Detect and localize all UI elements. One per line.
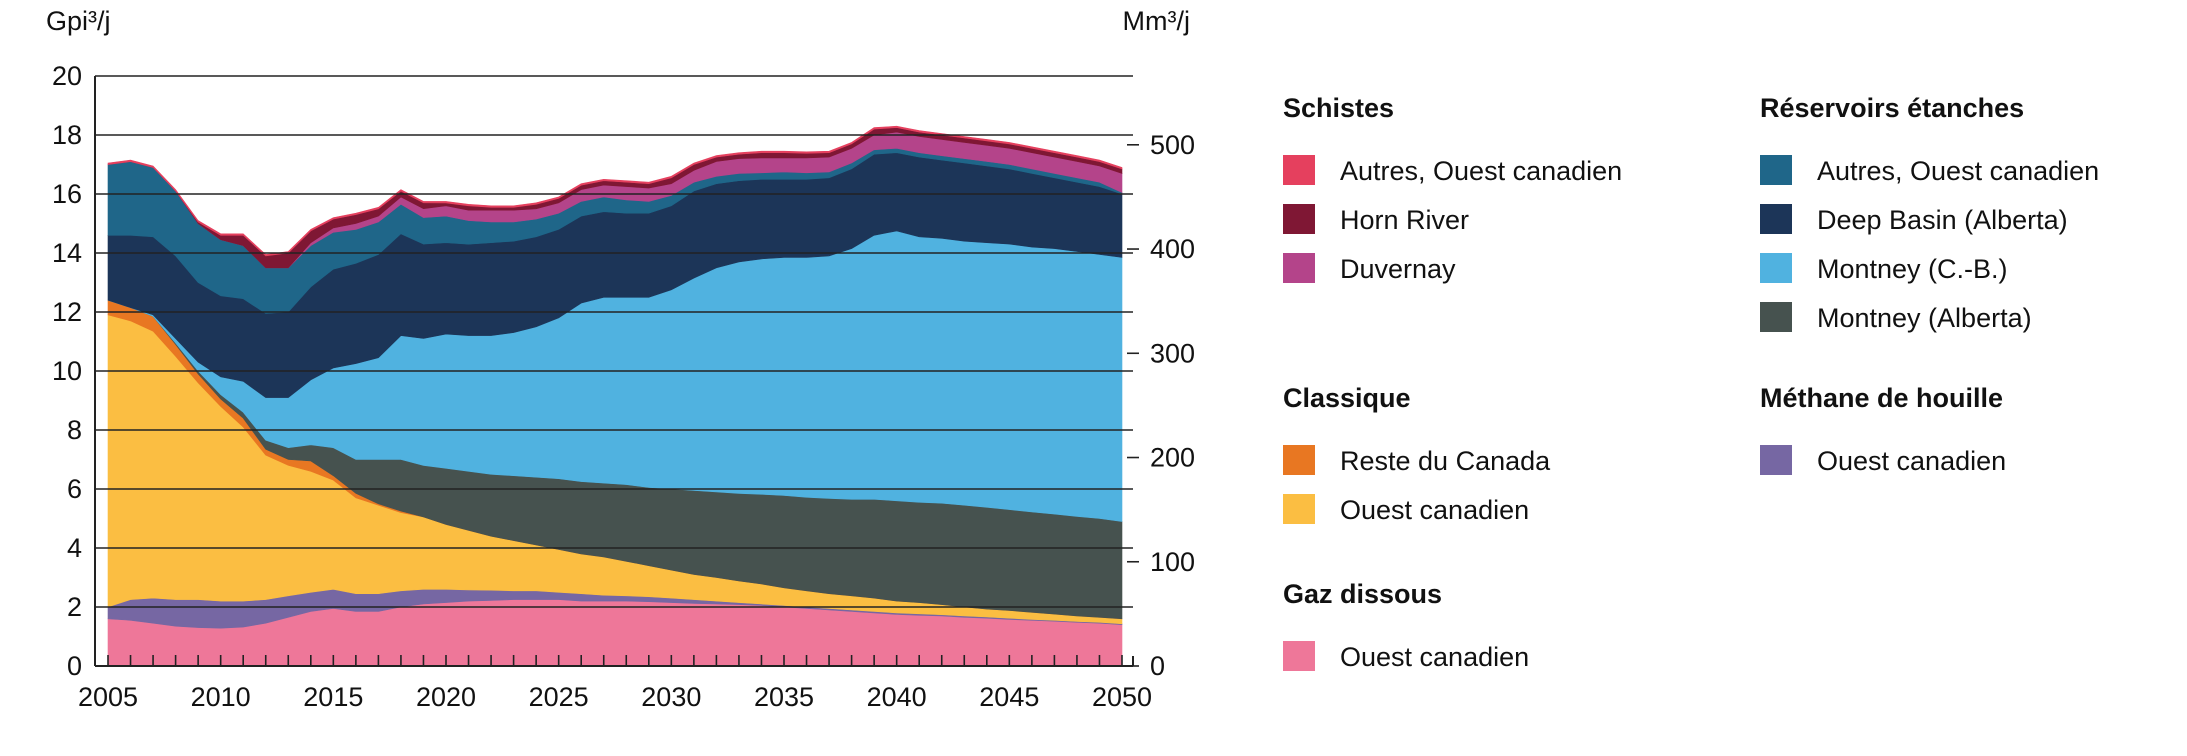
legend-swatch [1283, 155, 1315, 185]
legend: Schistes Autres, Ouest canadien Horn River… [1283, 93, 2099, 672]
legend-label: Ouest canadien [1340, 495, 1529, 525]
legend-group: Gaz dissous Ouest canadien [1283, 579, 1529, 672]
x-tick-label: 2015 [303, 682, 363, 712]
legend-group-title: Méthane de houille [1760, 383, 2003, 413]
legend-swatch [1760, 204, 1792, 234]
legend-item: Autres, Ouest canadien [1760, 155, 2099, 186]
left-axis-unit: Gpi³/j [46, 6, 111, 36]
legend-label: Montney (C.-B.) [1817, 254, 2008, 284]
legend-item: Montney (C.-B.) [1760, 253, 2008, 284]
legend-item: Ouest canadien [1283, 641, 1529, 672]
legend-item: Duvernay [1283, 253, 1456, 284]
legend-item: Deep Basin (Alberta) [1760, 204, 2068, 235]
x-tick-label: 2045 [979, 682, 1039, 712]
legend-group-title: Gaz dissous [1283, 579, 1442, 609]
gridlines [95, 75, 1133, 608]
axes: 2005 2010 2015 2020 2025 2030 2035 2040 2045 2050… [52, 61, 1195, 712]
x-tick-label: 2035 [754, 682, 814, 712]
y-tick-label: 8 [67, 415, 82, 445]
legend-swatch [1283, 204, 1315, 234]
right-axis-unit: Mm³/j [1123, 6, 1190, 36]
legend-label: Horn River [1340, 205, 1469, 235]
y-tick-label: 18 [52, 120, 82, 150]
y-tick-label: 6 [67, 474, 82, 504]
legend-label: Autres, Ouest canadien [1817, 156, 2099, 186]
legend-swatch [1760, 155, 1792, 185]
legend-swatch [1283, 445, 1315, 475]
x-tick-label: 2050 [1092, 682, 1152, 712]
legend-swatch [1760, 445, 1792, 475]
legend-label: Autres, Ouest canadien [1340, 156, 1622, 186]
y-tick-label: 14 [52, 238, 82, 268]
y-tick-label: 12 [52, 297, 82, 327]
legend-item: Montney (Alberta) [1760, 302, 2032, 333]
area-schistes-autres-ouest-canadien [107, 125, 1123, 257]
legend-group-title: Réservoirs étanches [1760, 93, 2024, 123]
legend-swatch [1283, 641, 1315, 671]
legend-item: Horn River [1283, 204, 1469, 235]
legend-swatch [1760, 253, 1792, 283]
y2-tick-label: 0 [1150, 651, 1165, 681]
y-tick-label: 2 [67, 592, 82, 622]
legend-item: Ouest canadien [1760, 445, 2006, 476]
y-tick-label: 4 [67, 533, 82, 563]
y-tick-label: 20 [52, 61, 82, 91]
legend-item: Ouest canadien [1283, 494, 1529, 525]
x-tick-label: 2025 [529, 682, 589, 712]
legend-label: Deep Basin (Alberta) [1817, 205, 2068, 235]
legend-label: Ouest canadien [1817, 446, 2006, 476]
legend-item: Autres, Ouest canadien [1283, 155, 1622, 186]
legend-label: Ouest canadien [1340, 642, 1529, 672]
legend-swatch [1283, 253, 1315, 283]
legend-swatch [1283, 494, 1315, 524]
y2-tick-label: 400 [1150, 234, 1195, 264]
y-tick-label: 10 [52, 356, 82, 386]
y2-tick-label: 200 [1150, 443, 1195, 473]
area-layers [107, 125, 1123, 667]
legend-group: Réservoirs étanches Autres, Ouest canadie… [1760, 93, 2099, 333]
legend-label: Reste du Canada [1340, 446, 1551, 476]
legend-label: Duvernay [1340, 254, 1456, 284]
y2-tick-label: 300 [1150, 338, 1195, 368]
legend-swatch [1760, 302, 1792, 332]
x-tick-label: 2030 [641, 682, 701, 712]
legend-group-title: Schistes [1283, 93, 1394, 123]
y-tick-label: 16 [52, 179, 82, 209]
legend-item: Reste du Canada [1283, 445, 1551, 476]
x-tick-label: 2005 [78, 682, 138, 712]
legend-group: Méthane de houille Ouest canadien [1760, 383, 2006, 476]
legend-group: Schistes Autres, Ouest canadien Horn River… [1283, 93, 1622, 284]
x-tick-label: 2020 [416, 682, 476, 712]
x-tick-label: 2010 [191, 682, 251, 712]
y-tick-label: 0 [67, 651, 82, 681]
legend-label: Montney (Alberta) [1817, 303, 2032, 333]
y2-tick-label: 500 [1150, 130, 1195, 160]
legend-group: Classique Reste du Canada Ouest canadien [1283, 383, 1551, 525]
x-tick-label: 2040 [867, 682, 927, 712]
y2-tick-label: 100 [1150, 547, 1195, 577]
legend-group-title: Classique [1283, 383, 1411, 413]
